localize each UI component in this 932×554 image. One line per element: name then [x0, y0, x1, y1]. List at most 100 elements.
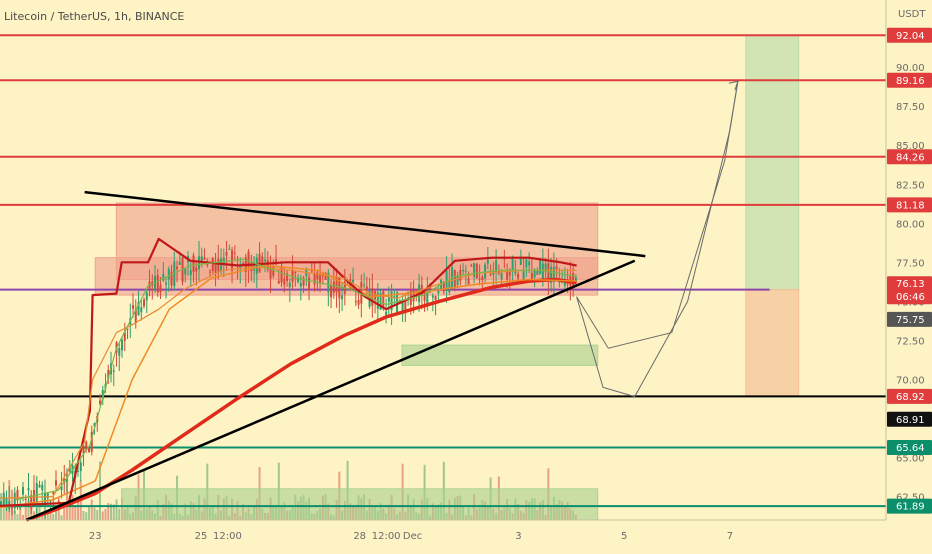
candle-body — [335, 277, 338, 293]
candle-body — [101, 390, 104, 400]
candle-body — [522, 269, 525, 282]
price-tag — [887, 411, 932, 427]
price-tag-label: 84.26 — [896, 152, 925, 163]
candle-body — [530, 272, 533, 283]
candle-body — [176, 266, 179, 270]
candle-body — [462, 270, 465, 272]
x-tick-label: Dec — [403, 531, 422, 542]
candle-body — [13, 492, 16, 509]
candle-body — [49, 500, 52, 502]
candle-body — [423, 291, 426, 301]
candle-body — [308, 277, 311, 290]
series-line-2 — [0, 237, 577, 507]
currency-label: USDT — [898, 9, 926, 20]
price-tag — [887, 27, 932, 43]
candle-body — [404, 300, 407, 310]
price-tag-label: 65.64 — [896, 443, 925, 454]
y-tick-label: 70.00 — [896, 375, 925, 386]
projection-paths — [576, 80, 739, 398]
candle-body — [261, 256, 264, 264]
candle-body — [178, 261, 181, 265]
candle-body — [536, 270, 539, 275]
candle-body — [88, 447, 91, 452]
volume-bar — [2, 496, 5, 520]
candle-body — [143, 299, 146, 307]
candle-body — [165, 282, 168, 285]
candle-body — [107, 369, 110, 379]
volume-bar — [22, 514, 25, 520]
candle-body — [99, 400, 102, 405]
candle-body — [393, 296, 396, 298]
candle-body — [93, 423, 96, 427]
x-tick-label: 5 — [621, 531, 627, 542]
price-tag-label: 68.92 — [896, 392, 925, 403]
candle-body — [60, 486, 63, 491]
candle-body — [437, 288, 440, 294]
time-axis[interactable]: 23 25 12:00 28 12:00 Dec 3 5 7 — [89, 531, 733, 542]
candle-body — [228, 248, 231, 250]
candle-body — [525, 259, 528, 268]
candle-body — [242, 263, 245, 265]
candle-body — [85, 441, 88, 450]
candle-body — [470, 265, 473, 267]
candle-body — [206, 264, 209, 266]
y-tick-label: 82.50 — [896, 180, 925, 191]
candle-body — [184, 269, 187, 275]
volume-bar — [85, 512, 88, 520]
candle-body — [475, 263, 478, 279]
candle-body — [442, 281, 445, 292]
volume-bar — [38, 503, 41, 520]
candle-body — [555, 266, 558, 270]
volume-bar — [0, 505, 2, 520]
price-tag-label: 81.18 — [896, 200, 925, 211]
candle-body — [434, 296, 437, 300]
price-tag — [887, 498, 932, 514]
candle-body — [519, 257, 522, 265]
candle-body — [539, 259, 542, 275]
candle-body — [489, 274, 492, 276]
candle-body — [552, 266, 555, 282]
projection-arrow — [728, 80, 739, 91]
volume-bar — [16, 514, 19, 520]
candle-body — [467, 278, 470, 285]
candle-body — [448, 280, 451, 293]
candle-body — [68, 467, 71, 472]
candle-body — [426, 290, 429, 305]
candle-body — [574, 277, 577, 283]
horizontal-levels — [0, 34, 886, 508]
zone-4 — [745, 34, 800, 291]
candle-body — [283, 278, 286, 285]
price-tag — [887, 311, 932, 327]
volume-bar — [77, 501, 80, 520]
candle-body — [533, 270, 536, 278]
volume-bar — [96, 509, 99, 520]
candle-body — [541, 263, 544, 282]
y-tick-label: 72.50 — [896, 336, 925, 347]
candle-body — [5, 498, 8, 509]
candle-body — [145, 292, 148, 301]
volume-bar — [60, 515, 63, 520]
price-tag — [887, 440, 932, 456]
candle-body — [19, 505, 22, 509]
y-tick-label: 85.00 — [896, 141, 925, 152]
volume-bar — [57, 508, 60, 520]
candle-body — [16, 489, 19, 501]
candle-body — [159, 284, 162, 293]
candle-body — [346, 282, 349, 284]
volume-bar — [82, 510, 85, 520]
price-tag-label: 68.91 — [896, 415, 925, 426]
candle-body — [396, 292, 399, 314]
candle-body — [508, 270, 511, 276]
candle-body — [239, 264, 242, 270]
candle-body — [277, 280, 280, 284]
volume-bar — [93, 507, 96, 520]
candle-body — [473, 262, 476, 277]
x-tick-label: 3 — [515, 531, 521, 542]
candle-body — [220, 258, 223, 272]
price-tag-label: 75.75 — [896, 315, 925, 326]
candle-body — [319, 273, 322, 284]
candle-body — [44, 492, 47, 506]
candle-body — [486, 259, 489, 264]
candle-body — [79, 462, 82, 472]
